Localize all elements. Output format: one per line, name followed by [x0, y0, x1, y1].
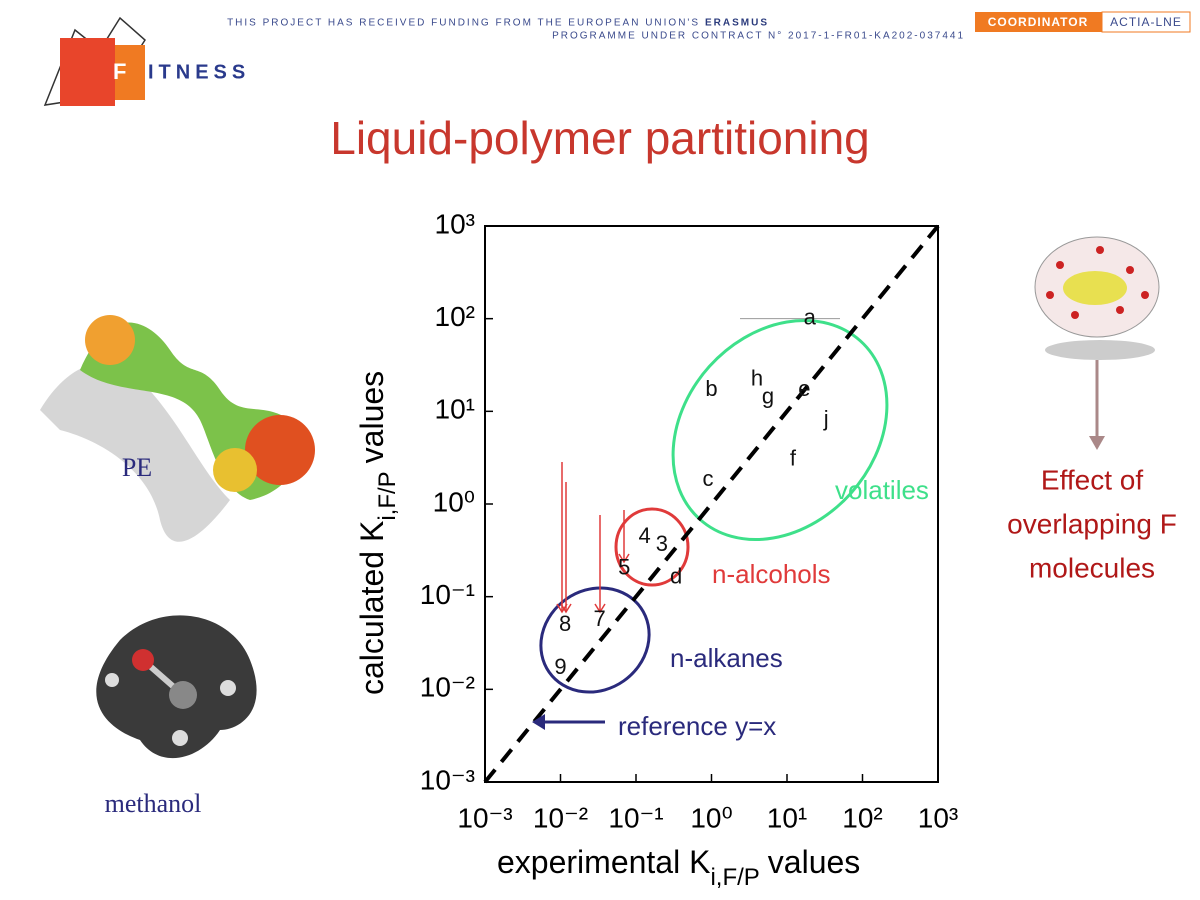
funding-bold: ERASMUS	[705, 18, 769, 29]
y-axis-label: calculated Ki,F/P values	[354, 371, 401, 695]
x-axis-label: experimental Ki,F/P values	[497, 844, 860, 891]
coordinator: COORDINATOR	[988, 15, 1089, 29]
logo-text: ITNESS	[148, 61, 250, 83]
y-tick-label: 10²	[435, 301, 475, 332]
right-label: Effect of overlapping F molecules	[1007, 464, 1177, 583]
data-point: h	[751, 365, 763, 390]
alcohols-ellipse	[614, 507, 690, 587]
data-point: 8	[559, 611, 571, 636]
x-tick-label: 10²	[842, 802, 882, 833]
y-tick-label: 10⁰	[433, 486, 475, 517]
annotation: n-alcohols	[712, 559, 831, 589]
data-point: g	[762, 384, 774, 409]
reference-line	[483, 224, 940, 784]
logo-letter: F	[113, 59, 126, 84]
x-tick-label: 10⁰	[690, 802, 732, 833]
data-point: 3	[656, 531, 668, 556]
y-axis-label-main: calculated K	[354, 521, 390, 695]
x-axis-label-sub: i,F/P	[710, 864, 759, 891]
chart: 10⁻³ 10⁻² 10⁻¹ 10⁰ 10¹ 10² 10³ 10⁻³ 10⁻² 10⁻¹ 10⁰ 1…	[354, 208, 958, 891]
funding-line: THIS PROJECT HAS RECEIVED FUNDING FROM T…	[227, 18, 700, 29]
annotation: reference y=x	[618, 711, 776, 741]
x-axis-label-main: experimental K	[497, 844, 710, 880]
data-point: c	[703, 466, 714, 491]
y-axis-label-sub: i,F/P	[374, 471, 401, 520]
data-point: 5	[618, 555, 630, 580]
x-tick-label: 10³	[918, 802, 958, 833]
x-tick-label: 10⁻³	[457, 802, 512, 833]
pe-image	[40, 315, 315, 542]
x-tick-label: 10⁻¹	[608, 802, 663, 833]
pe-label: PE	[122, 453, 152, 482]
data-point: f	[790, 446, 797, 471]
annotation: n-alkanes	[670, 643, 783, 673]
methanol-label: methanol	[105, 789, 202, 818]
shift-arrow-head	[560, 603, 572, 614]
annotation: volatiles	[835, 475, 929, 505]
right-label-line: Effect of	[1041, 464, 1143, 495]
data-point: 9	[554, 654, 566, 679]
reference-arrow-head	[532, 714, 545, 730]
overlap-image	[1034, 236, 1160, 450]
data-point: e	[798, 376, 810, 401]
x-tick-label: 10⁻²	[533, 802, 588, 833]
slide-title: Liquid-polymer partitioning	[330, 112, 870, 164]
data-point: a	[804, 304, 817, 329]
right-label-line: molecules	[1029, 552, 1155, 583]
shift-arrow-head	[618, 553, 630, 564]
y-tick-label: 10¹	[435, 394, 475, 425]
y-tick-label: 10³	[435, 208, 475, 239]
x-tick-label: 10¹	[767, 802, 807, 833]
y-tick-label: 10⁻²	[420, 672, 475, 703]
methanol-image	[96, 615, 257, 759]
shift-arrow-head	[594, 603, 606, 614]
data-point: j	[823, 406, 829, 431]
partner: ACTIA-LNE	[1110, 15, 1182, 29]
logo: F ITNESS	[43, 16, 250, 106]
x-axis-label-tail: values	[768, 844, 861, 880]
coordinator-box	[975, 12, 1102, 32]
y-tick-label: 10⁻³	[420, 764, 475, 795]
funding-line: PROGRAMME UNDER CONTRACT N° 2017-1-FR01-…	[552, 31, 965, 42]
data-point: b	[705, 376, 717, 401]
partner-box	[1101, 11, 1191, 33]
y-axis-label-tail: values	[354, 371, 390, 464]
y-tick-label: 10⁻¹	[420, 579, 475, 610]
data-point: d	[670, 564, 682, 589]
data-point: 4	[638, 523, 650, 548]
data-point: 7	[594, 606, 606, 631]
right-label-line: overlapping F	[1007, 508, 1177, 539]
